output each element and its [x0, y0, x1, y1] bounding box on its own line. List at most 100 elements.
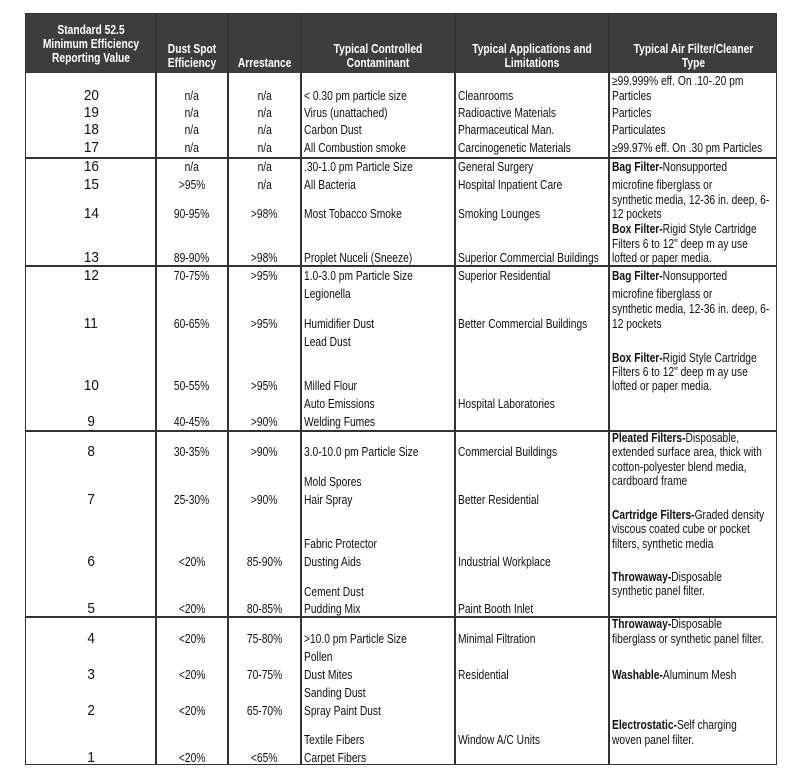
cell-dust: 89-90% [156, 250, 228, 266]
cell-contaminant: Carbon Dust [304, 122, 455, 138]
cell-application: Hospital Laboratories [458, 396, 609, 412]
cell-filter-type: Bag Filter- Nonsupported [612, 159, 778, 175]
filter-description: 12 pockets [612, 317, 662, 331]
cell-filter-type: cotton-polyester blend media, [612, 459, 778, 475]
header-dust: Dust Spot Efficiency [156, 14, 228, 73]
filter-description: woven panel filter. [612, 733, 695, 747]
filter-description: Filters 6 to 12" deep m ay use [612, 237, 748, 251]
cell-filter-type-text: synthetic panel filter. [612, 583, 705, 599]
cell-dust-text: n/a [184, 106, 200, 120]
cell-dust: <20% [156, 554, 228, 570]
cell-contaminant: Dust Mites [304, 667, 455, 683]
cell-application-text: Hospital Laboratories [458, 397, 555, 411]
cell-filter-type-text: Box Filter- Rigid Style Cartridge [612, 221, 757, 237]
cell-merv: 2 [26, 703, 156, 719]
cell-filter-type-text: Filters 6 to 12" deep m ay use [612, 236, 748, 252]
cell-contaminant-text: < 0.30 pm particle size [304, 89, 407, 103]
cell-filter-type: woven panel filter. [612, 732, 778, 748]
cell-contaminant: Pollen [304, 649, 455, 665]
filter-type-name: Bag Filter- [612, 160, 663, 174]
cell-contaminant: All Combustion smoke [304, 140, 455, 156]
cell-contaminant-text: Humidifier Dust [304, 317, 375, 331]
cell-filter-type-text: cardboard frame [612, 473, 687, 489]
cell-filter-type-text: viscous coated cube or pocket [612, 521, 750, 537]
cell-contaminant: Dusting Aids [304, 554, 455, 570]
cell-contaminant-text: Cement Dust [304, 585, 364, 599]
cell-application-text: Superior Residential [458, 269, 551, 283]
filter-description: fiberglass or synthetic panel filter. [612, 632, 764, 646]
cell-filter-type-text: 12 pockets [612, 206, 662, 222]
cell-contaminant-text: Spray Paint Dust [304, 704, 381, 718]
filter-description: Graded density [694, 508, 765, 522]
filter-description: Disposable [671, 570, 722, 584]
cell-arrest-text: >90% [251, 445, 278, 459]
cell-arrest: n/a [228, 159, 301, 175]
cell-arrest-text: n/a [257, 160, 272, 174]
cell-contaminant: Spray Paint Dust [304, 703, 455, 719]
cell-filter-type: 12 pockets [612, 206, 778, 222]
cell-merv: 15 [26, 177, 156, 193]
cell-application: Paint Booth Inlet [458, 601, 609, 617]
filter-description: microfine fiberglass or [612, 178, 713, 192]
cell-merv-text: 8 [87, 443, 95, 460]
cell-filter-type-text: Bag Filter- Nonsupported [612, 268, 727, 284]
cell-arrest-text: >90% [251, 415, 278, 429]
cell-contaminant: Textile Fibers [304, 732, 455, 748]
cell-filter-type: Cartridge Filters- Graded density [612, 507, 778, 523]
filter-description: Aluminum Mesh [662, 668, 737, 682]
cell-dust-text: <20% [178, 602, 206, 616]
cell-filter-type: microfine fiberglass or [612, 177, 778, 193]
cell-filter-type-text: cotton-polyester blend media, [612, 459, 746, 475]
filter-type-name: Bag Filter- [612, 269, 663, 283]
cell-application: Pharmaceutical Man. [458, 122, 609, 138]
cell-filter-type-text: Particles [612, 105, 651, 121]
cell-filter-type: Electrostatic- Self charging [612, 717, 778, 733]
cell-filter-type: Filters 6 to 12" deep m ay use [612, 364, 778, 380]
cell-filter-type-text: lofted or paper media. [612, 378, 712, 394]
cell-application-text: Better Commercial Buildings [458, 317, 588, 331]
cell-merv: 4 [26, 631, 156, 647]
cell-contaminant: Cement Dust [304, 584, 455, 600]
cell-application-text: Superior Commercial Buildings [458, 251, 599, 265]
cell-filter-type: extended surface area, thick with [612, 444, 778, 460]
cell-filter-type: Particles [612, 88, 778, 104]
cell-dust: <20% [156, 631, 228, 647]
cell-contaminant: All Bacteria [304, 177, 455, 193]
cell-application-text: Smoking Lounges [458, 207, 541, 221]
cell-arrest: >98% [228, 250, 301, 266]
cell-dust-text: n/a [184, 123, 200, 137]
cell-contaminant: Humidifier Dust [304, 316, 455, 332]
cell-contaminant-text: Fabric Protector [304, 537, 377, 551]
cell-dust: n/a [156, 140, 228, 156]
cell-filter-type: viscous coated cube or pocket [612, 521, 778, 537]
cell-arrest-text: >95% [251, 269, 278, 283]
cell-filter-type-text: Cartridge Filters- Graded density [612, 507, 764, 523]
cell-contaminant: .30-1.0 pm Particle Size [304, 159, 455, 175]
cell-arrest-text: n/a [257, 123, 272, 137]
cell-arrest: <65% [228, 750, 301, 766]
cell-contaminant: Proplet Nuceli (Sneeze) [304, 250, 455, 266]
cell-filter-type: ≥99.97% eff. On .30 pm Particles [612, 140, 778, 156]
cell-application: Industrial Workplace [458, 554, 609, 570]
cell-dust: <20% [156, 750, 228, 766]
cell-merv: 16 [26, 159, 156, 175]
cell-filter-type: lofted or paper media. [612, 378, 778, 394]
cell-arrest-text: 80-85% [246, 602, 283, 616]
cell-application-text: Pharmaceutical Man. [458, 123, 555, 137]
cell-contaminant: Hair Spray [304, 492, 455, 508]
cell-merv-text: 15 [83, 176, 99, 193]
cell-application: Minimal Filtration [458, 631, 609, 647]
cell-filter-type: Box Filter- Rigid Style Cartridge [612, 221, 778, 237]
header-merv: Standard 52.5 Minimum Efficiency Reporti… [26, 14, 156, 73]
cell-dust: n/a [156, 159, 228, 175]
cell-dust: n/a [156, 122, 228, 138]
cell-filter-type: Washable- Aluminum Mesh [612, 667, 778, 683]
cell-merv: 12 [26, 268, 156, 284]
cell-contaminant-text: Mold Spores [304, 475, 362, 489]
cell-dust: 60-65% [156, 316, 228, 332]
cell-dust-text: <20% [178, 555, 206, 569]
cell-dust: <20% [156, 667, 228, 683]
cell-merv: 7 [26, 492, 156, 508]
cell-arrest: >95% [228, 316, 301, 332]
cell-filter-type: Pleated Filters- Disposable, [612, 430, 778, 446]
